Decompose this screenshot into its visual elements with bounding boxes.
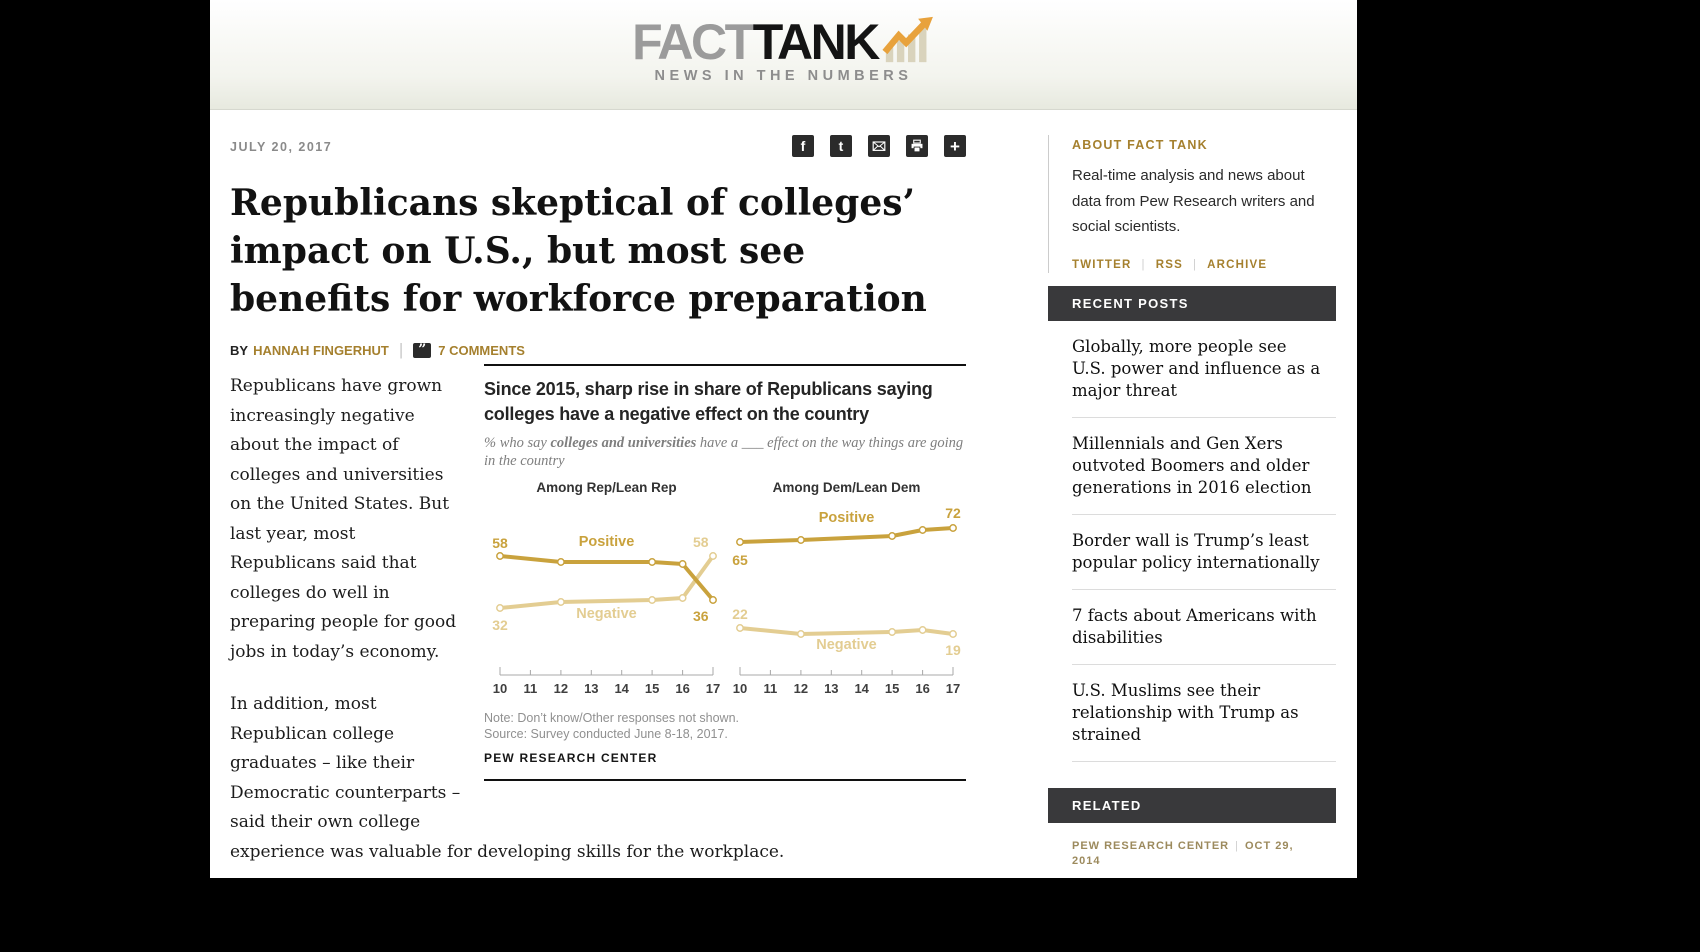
svg-text:22: 22	[732, 606, 748, 622]
panel-header-dem: Among Dem/Lean Dem	[772, 480, 921, 495]
svg-text:15: 15	[885, 681, 899, 696]
recent-post-link[interactable]: Millennials and Gen Xers outvoted Boomer…	[1072, 418, 1336, 515]
chart-subtitle: % who say colleges and universities have…	[484, 435, 964, 469]
related-header: RELATED	[1048, 787, 1336, 823]
article-paragraph: In addition, most Republican college gra…	[230, 694, 785, 862]
logo-fact-text: FACT	[632, 14, 755, 70]
facttank-logo[interactable]: FACTTANK	[632, 0, 935, 67]
masthead-tagline: NEWS IN THE NUMBERS	[654, 68, 913, 84]
svg-text:12: 12	[554, 681, 568, 696]
about-header: ABOUT FACT TANK	[1072, 138, 1208, 152]
link-divider: |	[1141, 258, 1146, 271]
byline: BY HANNAH FINGERHUT | ” 7 COMMENTS	[230, 340, 966, 360]
sidebar: ABOUT FACT TANK Real-time analysis and n…	[1048, 110, 1336, 869]
svg-text:Positive: Positive	[579, 534, 635, 550]
svg-text:Positive: Positive	[819, 510, 875, 526]
share-toolbar: f t +	[792, 135, 966, 157]
recent-post-link[interactable]: 7 facts about Americans with disabilitie…	[1072, 590, 1336, 665]
about-text: Real-time analysis and news about data f…	[1072, 167, 1315, 235]
svg-text:14: 14	[854, 681, 869, 696]
chart-plot: 10 11 12 13 14 15 16 17 10 11 12 13 14 15 16 17 58 32 Posi…	[492, 505, 961, 696]
svg-text:65: 65	[732, 552, 748, 568]
about-fact-tank: ABOUT FACT TANK Real-time analysis and n…	[1048, 135, 1336, 273]
masthead: FACTTANK NEWS IN THE NUMBERS	[210, 0, 1357, 110]
related-date: OCT 29, 2014	[1072, 839, 1294, 867]
svg-text:Negative: Negative	[816, 637, 876, 653]
panel-header-rep: Among Rep/Lean Rep	[536, 480, 677, 495]
content-area: JULY 20, 2017 f t	[210, 110, 1357, 869]
svg-text:11: 11	[524, 681, 538, 696]
svg-text:10: 10	[493, 681, 507, 696]
rss-link[interactable]: RSS	[1155, 258, 1183, 271]
recent-post-link[interactable]: Border wall is Trump’s least popular pol…	[1072, 515, 1336, 590]
svg-text:58: 58	[492, 535, 508, 551]
related-source: PEW RESEARCH CENTER	[1072, 839, 1230, 852]
comments-icon: ”	[413, 342, 432, 358]
link-divider: |	[1192, 258, 1198, 271]
twitter-link[interactable]: TWITTER	[1072, 258, 1132, 271]
article: JULY 20, 2017 f t	[230, 110, 966, 869]
svg-text:17: 17	[946, 681, 960, 696]
logo-tank-text: TANK	[752, 14, 881, 70]
chart-note-line: Note: Don’t know/Other responses not sho…	[484, 711, 739, 725]
svg-text:19: 19	[945, 642, 961, 658]
share-more-button[interactable]: +	[944, 135, 966, 157]
svg-text:15: 15	[645, 681, 659, 696]
bar-chart-arrow-icon	[882, 16, 933, 63]
archive-link[interactable]: ARCHIVE	[1207, 258, 1268, 271]
svg-text:36: 36	[693, 608, 709, 624]
related-divider: |	[1235, 839, 1239, 852]
svg-text:58: 58	[693, 534, 709, 550]
svg-text:14: 14	[614, 681, 629, 696]
chart-source-line: Source: Survey conducted June 8-18, 2017…	[484, 726, 728, 741]
envelope-icon	[872, 141, 886, 151]
svg-text:17: 17	[706, 681, 720, 696]
svg-text:10: 10	[733, 681, 747, 696]
page-title: Republicans skeptical of colleges’ impac…	[230, 182, 927, 320]
recent-posts-header: RECENT POSTS	[1048, 285, 1336, 321]
about-links: TWITTER | RSS | ARCHIVE	[1072, 259, 1336, 271]
svg-text:13: 13	[584, 681, 598, 696]
svg-text:32: 32	[492, 617, 508, 633]
svg-text:72: 72	[945, 505, 961, 521]
facebook-icon: f	[800, 138, 806, 154]
svg-text:12: 12	[794, 681, 808, 696]
svg-text:Negative: Negative	[576, 606, 636, 622]
share-facebook-button[interactable]: f	[792, 135, 814, 157]
related-item-meta: PEW RESEARCH CENTER | OCT 29, 2014	[1072, 839, 1312, 869]
share-twitter-button[interactable]: t	[830, 135, 852, 157]
svg-text:16: 16	[675, 681, 689, 696]
svg-text:11: 11	[764, 681, 778, 696]
chart-panel-headers: Among Rep/Lean Rep Among Dem/Lean Dem	[484, 480, 966, 495]
printer-icon	[911, 139, 923, 153]
recent-posts-list: Globally, more people see U.S. power and…	[1048, 321, 1336, 762]
page: FACTTANK NEWS IN THE NUMBERS JULY 20, 20…	[210, 0, 1357, 878]
svg-text:13: 13	[824, 681, 838, 696]
article-paragraph: Republicans have grown increasingly nega…	[230, 376, 457, 662]
chart-note: Note: Don’t know/Other responses not sho…	[484, 711, 966, 742]
chart-credit: PEW RESEARCH CENTER	[484, 751, 658, 765]
article-date: JULY 20, 2017	[230, 140, 333, 154]
chart-figure: Since 2015, sharp rise in share of Repub…	[484, 364, 966, 781]
author-link[interactable]: HANNAH FINGERHUT	[253, 342, 389, 358]
recent-post-link[interactable]: Globally, more people see U.S. power and…	[1072, 321, 1336, 418]
chart-title: Since 2015, sharp rise in share of Repub…	[484, 379, 933, 424]
article-top-row: JULY 20, 2017 f t	[230, 135, 966, 157]
twitter-icon: t	[838, 138, 844, 154]
recent-post-link[interactable]: U.S. Muslims see their relationship with…	[1072, 665, 1336, 762]
share-email-button[interactable]	[868, 135, 890, 157]
svg-text:16: 16	[915, 681, 929, 696]
print-button[interactable]	[906, 135, 928, 157]
byline-by-label: BY	[230, 342, 249, 358]
comments-link[interactable]: 7 COMMENTS	[438, 342, 525, 358]
plus-icon: +	[950, 136, 960, 156]
byline-divider: |	[398, 340, 404, 359]
